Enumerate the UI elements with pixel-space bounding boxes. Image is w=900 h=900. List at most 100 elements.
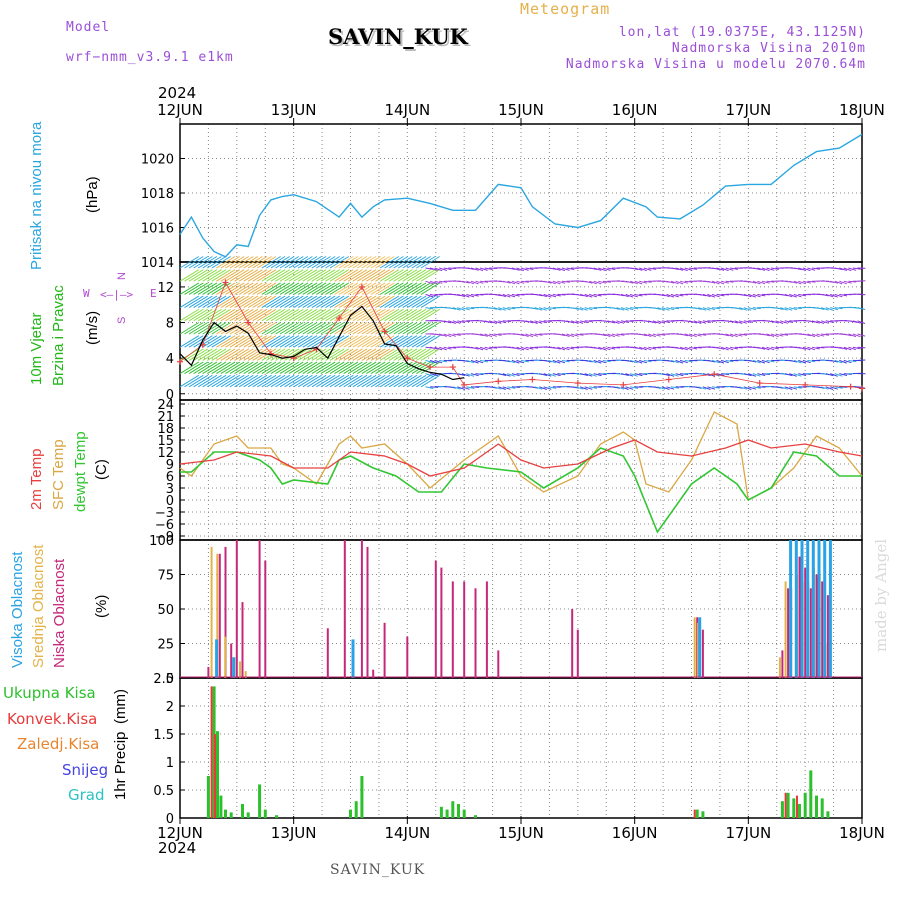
wind-barb bbox=[711, 307, 720, 310]
wind-barb bbox=[229, 374, 250, 388]
wind-barb bbox=[275, 335, 295, 348]
wind-barb bbox=[693, 346, 702, 349]
wind-barb bbox=[470, 373, 479, 377]
wind-barb bbox=[598, 373, 607, 376]
wind-barb bbox=[302, 348, 322, 361]
wind-barb bbox=[452, 386, 461, 390]
wind-barb bbox=[589, 386, 598, 389]
wind-barb bbox=[347, 295, 368, 309]
wind-barb bbox=[461, 280, 470, 284]
wind-barb bbox=[243, 295, 263, 309]
wind-barb bbox=[338, 335, 359, 348]
wind-barb bbox=[270, 308, 290, 322]
precip-bar bbox=[360, 776, 364, 818]
wind-barb bbox=[761, 267, 770, 272]
wind-barb bbox=[338, 308, 359, 322]
wind-barb bbox=[434, 267, 443, 272]
cloud-bar bbox=[497, 650, 500, 678]
wind-barb bbox=[407, 295, 427, 309]
wind-barb bbox=[347, 322, 368, 335]
wind-barb bbox=[370, 374, 390, 388]
wind-barb bbox=[729, 320, 738, 324]
wind-barb bbox=[675, 359, 684, 364]
wind-barb bbox=[479, 346, 488, 351]
wind-barb bbox=[634, 280, 643, 285]
wind-barb bbox=[811, 320, 820, 324]
wind-barb bbox=[789, 373, 797, 377]
wind-barb bbox=[520, 346, 529, 351]
wind-barb bbox=[293, 374, 313, 388]
wind-barb bbox=[839, 293, 848, 297]
wind-barb bbox=[379, 308, 400, 322]
wind-barb bbox=[234, 322, 254, 335]
wind-barb bbox=[702, 386, 711, 390]
wind-barb bbox=[393, 374, 413, 388]
wind-barb bbox=[857, 320, 866, 324]
wind-barb bbox=[216, 335, 236, 348]
wind-barb bbox=[807, 333, 816, 338]
model-elevation-text: Nadmorska Visina u modelu 2070.64m bbox=[565, 57, 866, 72]
wind-barb bbox=[411, 282, 431, 295]
wind-barb bbox=[247, 361, 268, 375]
wind-barb bbox=[329, 256, 350, 269]
wind-barb bbox=[584, 280, 593, 284]
wind-barb bbox=[848, 267, 857, 271]
wind-barb bbox=[466, 267, 475, 270]
wind-barb bbox=[393, 269, 413, 282]
wind-barb bbox=[357, 322, 377, 335]
wind-barb bbox=[370, 295, 390, 309]
wind-barb bbox=[325, 282, 345, 295]
wind-barb bbox=[352, 335, 372, 348]
wind-barb bbox=[848, 359, 857, 363]
cloud-bar bbox=[701, 629, 704, 678]
wind-barb bbox=[420, 322, 440, 335]
wind-barb bbox=[393, 308, 413, 322]
cloud-bar bbox=[360, 540, 363, 678]
wind-barb bbox=[207, 295, 227, 309]
cloud-bar bbox=[784, 581, 787, 678]
wind-barb bbox=[593, 293, 602, 297]
wind-barb bbox=[352, 361, 372, 375]
wind-barb bbox=[416, 308, 436, 322]
wind-barb bbox=[520, 267, 529, 271]
wind-barb bbox=[284, 295, 304, 309]
wind-barb bbox=[811, 267, 820, 270]
precip-bar bbox=[451, 801, 455, 818]
wind-barb bbox=[352, 269, 372, 282]
wind-barb bbox=[207, 322, 227, 335]
wind-barb bbox=[397, 256, 418, 269]
wind-barb bbox=[388, 308, 409, 322]
wind-barb bbox=[202, 322, 222, 335]
cloud-bar bbox=[815, 574, 818, 678]
wind-barb bbox=[229, 295, 250, 309]
wind-barb bbox=[589, 373, 597, 377]
wind-barb bbox=[384, 282, 404, 295]
wind-barb bbox=[370, 361, 390, 375]
wind-barb bbox=[616, 320, 625, 324]
wind-barb bbox=[652, 320, 661, 324]
wind-barb bbox=[793, 307, 802, 310]
wind-barb bbox=[402, 269, 422, 282]
wind-barb bbox=[320, 269, 340, 282]
wind-barb bbox=[361, 308, 381, 322]
wind-barb bbox=[757, 373, 766, 376]
wind-barb bbox=[216, 269, 236, 282]
wind-barb bbox=[229, 335, 250, 348]
wind-barb bbox=[816, 333, 825, 337]
wind-barb bbox=[361, 348, 381, 361]
wind-barb bbox=[247, 335, 268, 348]
wind-barb bbox=[720, 359, 729, 364]
wind-barb bbox=[257, 322, 277, 335]
wind-barb bbox=[548, 386, 557, 389]
wind-barb bbox=[489, 346, 498, 349]
precip-bar bbox=[241, 804, 244, 818]
wind-barb bbox=[625, 359, 634, 363]
wind-barb bbox=[729, 333, 738, 338]
y-tick-label: 1.5 bbox=[153, 728, 174, 743]
wind-barb bbox=[357, 374, 377, 388]
wind-barb bbox=[511, 346, 520, 350]
wind-barb bbox=[225, 282, 245, 295]
wind-barb bbox=[411, 335, 431, 348]
wind-barb bbox=[316, 295, 336, 309]
wind-barb bbox=[375, 269, 395, 282]
